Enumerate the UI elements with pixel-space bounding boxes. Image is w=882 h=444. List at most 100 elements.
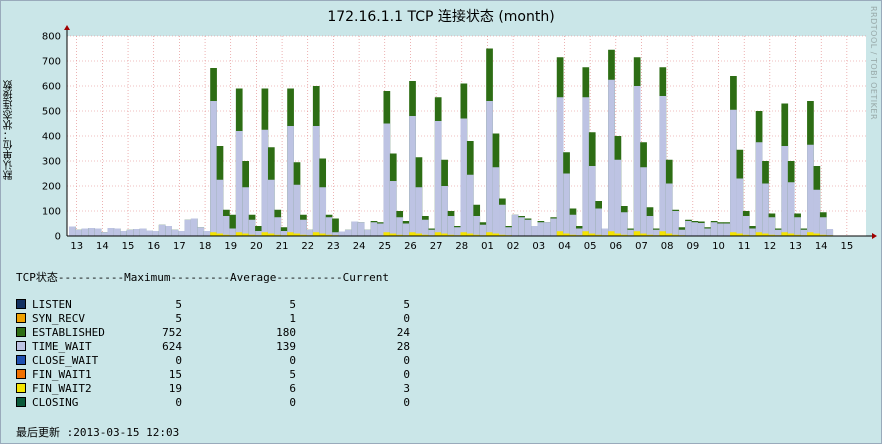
- bar-time-wait: [370, 222, 378, 236]
- legend-state-name: LISTEN: [32, 298, 72, 311]
- legend-state-name: FIN_WAIT1: [32, 368, 92, 381]
- legend-max: 752: [162, 326, 182, 339]
- bar-time-wait: [415, 187, 423, 236]
- bar-time-wait: [184, 219, 192, 236]
- y-axis-arrow: [64, 25, 70, 30]
- legend-max: 5: [175, 312, 182, 325]
- bar-time-wait: [409, 116, 416, 236]
- bar-time-wait: [768, 217, 776, 236]
- x-tick-label: 11: [738, 241, 751, 252]
- bar-fin-wait2: [466, 233, 474, 236]
- bar-time-wait: [736, 178, 744, 236]
- bar-fin-wait2: [672, 234, 680, 236]
- bar-fin-wait2: [300, 234, 307, 236]
- legend-state-name: TIME_WAIT: [32, 340, 92, 353]
- bar-fin-wait2: [267, 233, 275, 236]
- legend-avg: 5: [289, 298, 296, 311]
- x-tick-label: 05: [584, 241, 597, 252]
- bar-fin-wait2: [813, 233, 821, 236]
- x-tick-label: 15: [840, 241, 853, 252]
- bar-fin-wait2: [588, 233, 596, 236]
- x-tick-label: 20: [250, 241, 263, 252]
- watermark: RRDTOOL / TOBI OETIKER: [869, 6, 878, 121]
- bar-time-wait: [364, 229, 371, 236]
- bar-time-wait: [749, 228, 757, 236]
- bar-established: [332, 218, 339, 236]
- legend-avg: 180: [276, 326, 296, 339]
- bar-time-wait: [800, 229, 808, 236]
- bar-fin-wait2: [595, 234, 602, 236]
- bar-fin-wait2: [287, 232, 294, 236]
- legend-row-listen: LISTEN 5 5 5: [16, 298, 410, 311]
- bar-time-wait: [434, 121, 442, 236]
- x-tick-label: 06: [609, 241, 622, 252]
- bar-fin-wait2: [762, 233, 769, 236]
- bar-time-wait: [120, 231, 128, 236]
- bar-time-wait: [486, 101, 493, 236]
- y-tick-label: 500: [42, 107, 61, 118]
- bar-time-wait: [421, 219, 429, 236]
- x-tick-label: 23: [327, 241, 340, 252]
- bar-time-wait: [505, 227, 513, 236]
- legend-max: 19: [168, 382, 182, 395]
- legend-max: 5: [175, 298, 182, 311]
- bar-time-wait: [428, 229, 436, 236]
- bar-time-wait: [377, 223, 384, 236]
- bar-time-wait: [441, 186, 448, 236]
- y-tick-label: 800: [42, 32, 61, 43]
- x-tick-label: 16: [147, 241, 160, 252]
- bar-time-wait: [665, 183, 673, 236]
- bar-time-wait: [813, 189, 821, 236]
- bar-fin-wait2: [499, 234, 506, 236]
- bar-time-wait: [537, 222, 545, 236]
- bar-time-wait: [178, 231, 185, 236]
- bar-time-wait: [325, 217, 333, 236]
- bar-time-wait: [139, 228, 147, 236]
- bar-time-wait: [146, 230, 153, 236]
- bar-time-wait: [319, 187, 327, 236]
- bar-time-wait: [543, 222, 551, 236]
- bar-fin-wait2: [794, 234, 801, 236]
- bar-time-wait: [396, 217, 404, 236]
- bar-fin-wait2: [736, 233, 744, 236]
- x-tick-label: 01: [481, 241, 494, 252]
- bar-time-wait: [81, 228, 89, 236]
- bar-time-wait: [524, 219, 532, 236]
- bar-time-wait: [261, 129, 269, 236]
- x-tick-label: 10: [712, 241, 725, 252]
- bar-time-wait: [794, 217, 801, 236]
- bar-time-wait: [640, 167, 647, 236]
- bar-time-wait: [190, 218, 198, 236]
- bar-time-wait: [223, 216, 230, 236]
- bar-fin-wait2: [235, 232, 243, 236]
- bar-time-wait: [460, 118, 468, 236]
- bar-fin-wait2: [389, 233, 397, 236]
- legend-swatch: [16, 313, 26, 323]
- bar-time-wait: [235, 131, 243, 236]
- bar-fin-wait2: [434, 232, 442, 236]
- bar-fin-wait2: [819, 234, 827, 236]
- legend-current: 0: [403, 312, 410, 325]
- x-tick-label: 04: [558, 241, 571, 252]
- bar-fin-wait2: [248, 234, 256, 236]
- bar-time-wait: [300, 219, 307, 236]
- last-update: 最后更新 :2013-03-15 12:03: [16, 426, 180, 439]
- bar-fin-wait2: [646, 234, 654, 236]
- bar-time-wait: [383, 123, 391, 236]
- legend-row-fin-wait1: FIN_WAIT1 15 5 0: [16, 368, 410, 381]
- bar-time-wait: [306, 229, 314, 236]
- bar-time-wait: [678, 229, 686, 236]
- bar-fin-wait2: [396, 234, 404, 236]
- x-tick-label: 13: [789, 241, 802, 252]
- bar-time-wait: [672, 211, 680, 236]
- bar-time-wait: [556, 97, 564, 236]
- legend-row-close-wait: CLOSE_WAIT 0 0 0: [16, 354, 410, 367]
- y-tick-label: 300: [42, 157, 61, 168]
- bar-time-wait: [107, 228, 115, 236]
- bar-time-wait: [730, 109, 737, 236]
- x-tick-label: 26: [404, 241, 417, 252]
- bar-time-wait: [550, 218, 558, 236]
- bar-time-wait: [466, 174, 474, 236]
- legend-swatch: [16, 355, 26, 365]
- bar-fin-wait2: [460, 232, 468, 236]
